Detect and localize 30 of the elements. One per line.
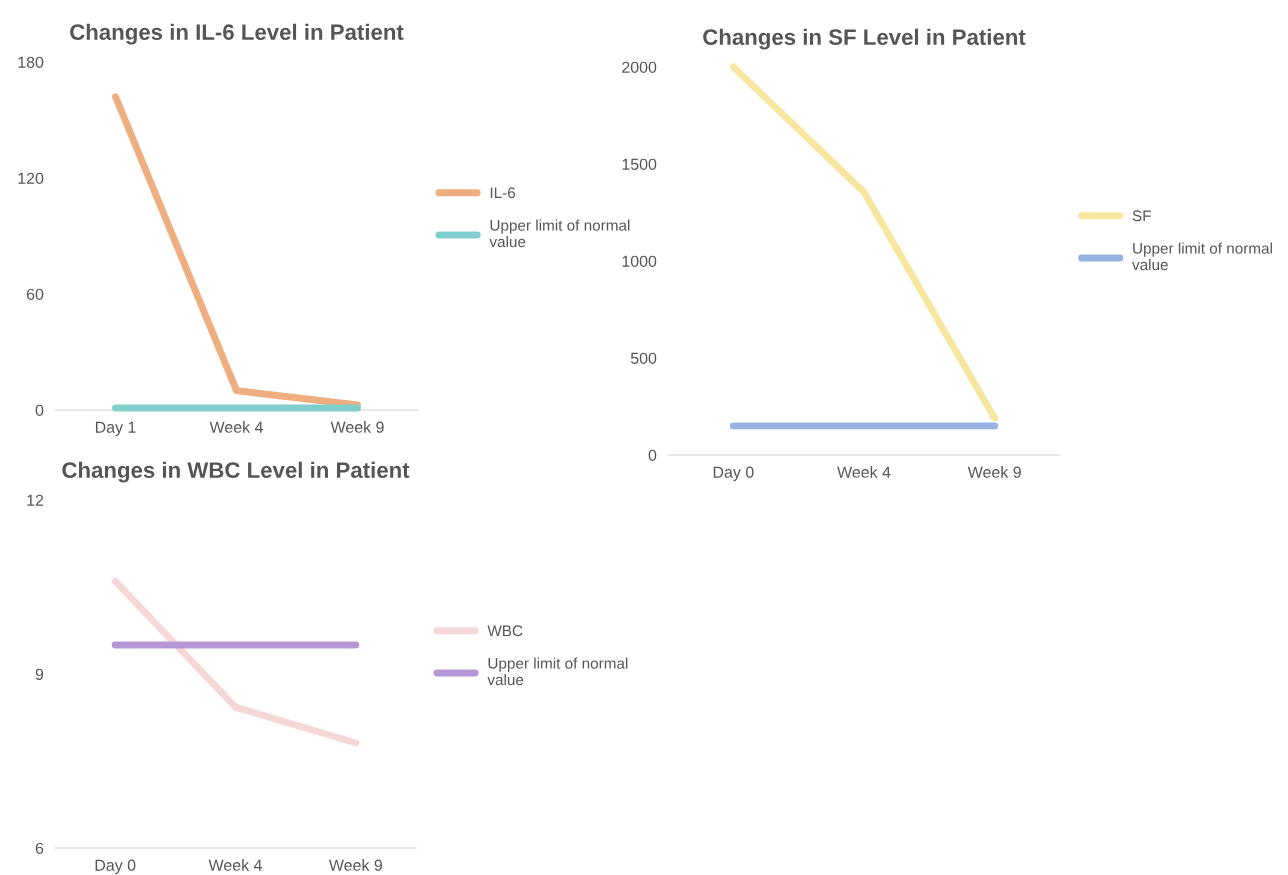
legend-label: Upper limit of normal value — [489, 219, 630, 248]
chart-title: Changes in SF Level in Patient — [703, 28, 1026, 50]
y-tick-label: 120 — [18, 172, 44, 184]
legend-label: Upper limit of normal value — [1132, 242, 1272, 271]
x-tick-label: Week 4 — [209, 421, 263, 433]
y-tick-label: 0 — [35, 404, 44, 416]
chart-title: Changes in IL-6 Level in Patient — [70, 23, 404, 45]
y-tick-label: 9 — [35, 668, 44, 680]
x-tick-label: Week 9 — [967, 466, 1021, 478]
x-tick-label: Week 9 — [330, 421, 384, 433]
y-tick-label: 500 — [630, 352, 657, 364]
y-tick-label: 2000 — [622, 61, 657, 73]
legend-label: Upper limit of normal value — [487, 657, 628, 686]
chart-title: Changes in WBC Level in Patient — [62, 461, 410, 483]
y-tick-label: 12 — [27, 494, 44, 506]
y-tick-label: 6 — [35, 842, 44, 854]
x-tick-label: Week 9 — [328, 859, 383, 871]
y-tick-label: 60 — [26, 288, 44, 300]
y-tick-label: 1500 — [622, 158, 657, 170]
y-tick-label: 180 — [18, 56, 44, 68]
x-tick-label: Week 4 — [208, 859, 262, 871]
x-tick-label: Week 4 — [837, 466, 891, 478]
legend-label: IL-6 — [490, 187, 516, 199]
legend-label: SF — [1132, 210, 1151, 222]
y-tick-label: 0 — [648, 449, 657, 461]
y-tick-label: 1000 — [622, 255, 657, 267]
x-tick-label: Day 1 — [95, 421, 136, 436]
x-tick-label: Day 0 — [95, 859, 136, 874]
legend-label: WBC — [487, 625, 523, 637]
x-tick-label: Day 0 — [713, 466, 754, 481]
